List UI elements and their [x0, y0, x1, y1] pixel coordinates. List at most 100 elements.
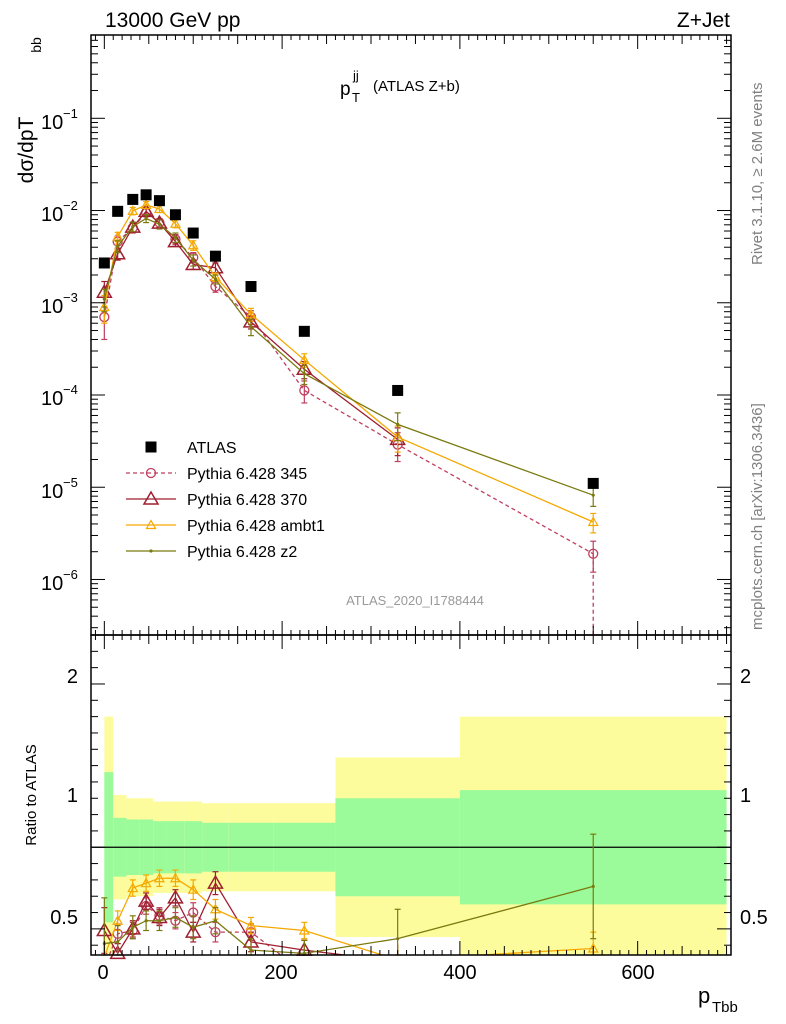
point-pythia-z2 [116, 244, 120, 248]
point-atlas [587, 477, 599, 489]
plot-title-sub: T [352, 90, 360, 105]
legend-marker-pythia-z2 [149, 549, 153, 553]
legend-label: Pythia 6.428 370 [187, 492, 307, 509]
point-pythia-z2 [302, 372, 306, 376]
rivet-version-text-group: Rivet 3.1.10, ≥ 2.6M events [749, 83, 766, 266]
point-atlas [98, 257, 110, 269]
legend-label: Pythia 6.428 ambt1 [187, 518, 325, 535]
xaxis-label-sub: Tbb [712, 999, 738, 1016]
ratio-point-pythia-z2 [249, 948, 253, 952]
legend-marker-pythia-ambt1 [145, 519, 157, 530]
ratio-point-pythia-ambt1 [127, 882, 139, 893]
ratio-line-pythia-345 [108, 905, 282, 955]
ratio-point-pythia-ambt1 [153, 872, 165, 883]
ratio-point-pythia-370 [207, 874, 224, 889]
point-atlas [112, 205, 124, 217]
legend-item: Pythia 6.428 370 [126, 490, 307, 509]
point-pythia-z2 [213, 277, 218, 281]
series-pythia-ambt1 [98, 199, 599, 534]
point-pythia-ambt1 [245, 308, 257, 319]
ratio-line-pythia-z2 [104, 885, 594, 955]
mcplots-text-group: mcplots.cern.ch [arXiv:1306.3436] [749, 403, 766, 630]
ytick-label-1e-6: 10 [41, 573, 63, 595]
axis-ticks [91, 34, 731, 955]
ratio-ytick-05-left: 0.5 [50, 907, 78, 929]
legend-item: Pythia 6.428 z2 [126, 544, 297, 561]
point-pythia-ambt1 [140, 199, 152, 210]
point-atlas [298, 325, 310, 337]
ratio-point-pythia-370 [109, 944, 126, 960]
series-pythia-345 [99, 207, 599, 635]
legend-label: ATLAS [187, 440, 237, 457]
ratio-ytick-2-right: 2 [740, 666, 751, 688]
point-pythia-ambt1 [587, 516, 599, 527]
point-pythia-ambt1 [187, 239, 199, 250]
legend-marker-pythia-345 [145, 467, 157, 479]
legend: ATLAS Pythia 6.428 345 Pythia 6.428 370 Pyt… [126, 440, 325, 561]
legend-item: Pythia 6.428 345 [126, 466, 307, 483]
ratio-point-pythia-z2 [302, 951, 306, 955]
ratio-point-pythia-ambt1 [112, 914, 124, 925]
ratio-point-pythia-z2 [144, 919, 148, 923]
xtick-label-400: 400 [443, 962, 476, 984]
point-pythia-z2 [396, 422, 400, 427]
ratio-point-pythia-z2 [116, 940, 120, 944]
xtick-labels: 0 200 400 600 [97, 962, 654, 984]
main-ylabel-sub: bb [28, 37, 44, 53]
point-atlas [392, 384, 404, 396]
ratio-ytick-labels-left: 2 1 0.5 [50, 666, 78, 929]
point-atlas [140, 189, 152, 201]
ratio-point-pythia-370 [137, 892, 155, 907]
point-atlas [153, 195, 165, 207]
rivet-version-text: Rivet 3.1.10, ≥ 2.6M events [749, 83, 766, 266]
ytick-exp-1e-6: −6 [63, 567, 78, 582]
main-ylabel: dσ/dpT [15, 117, 38, 184]
legend-item: ATLAS [145, 440, 237, 457]
ratio-point-pythia-370 [167, 889, 184, 904]
point-pythia-345 [299, 385, 310, 396]
ratio-point-pythia-ambt1 [169, 872, 181, 883]
ratio-ylabel: Ratio to ATLAS [23, 744, 40, 845]
plot-title: p jj T (ATLAS Z+b) [340, 68, 460, 105]
point-pythia-z2 [157, 222, 162, 226]
header-process-label: Z+Jet [677, 9, 730, 32]
ytick-label-1e-4: 10 [41, 388, 63, 410]
series-line-pythia-345 [103, 211, 594, 555]
point-pythia-z2 [591, 493, 595, 497]
point-atlas [187, 227, 199, 239]
ratio-point-pythia-z2 [213, 919, 218, 923]
ratio-panel-frame [90, 634, 732, 956]
series-line-pythia-z2 [103, 217, 594, 496]
ratio-point-pythia-z2 [396, 937, 400, 941]
ytick-label-1e-2: 10 [41, 204, 63, 226]
point-pythia-z2 [131, 224, 135, 229]
ytick-label-1e-3: 10 [41, 296, 63, 318]
ratio-ytick-1-left: 1 [67, 785, 78, 807]
ytick-label-1e-1: 10 [41, 112, 63, 134]
ratio-point-pythia-ambt1 [140, 877, 152, 888]
ratio-point-pythia-z2 [157, 919, 162, 923]
ratio-ytick-2-left: 2 [67, 666, 78, 688]
header-energy-label: 13000 GeV pp [105, 9, 240, 32]
ytick-exp-1e-2: −2 [63, 198, 78, 213]
point-atlas [169, 209, 181, 221]
plot-title-sup: jj [352, 68, 359, 83]
point-pythia-z2 [249, 325, 253, 329]
main-ylabel-subscript: bb [28, 37, 44, 53]
ratio-point-pythia-z2 [131, 925, 135, 929]
series-line-pythia-ambt1 [103, 204, 594, 523]
plot-title-tail: (ATLAS Z+b) [373, 78, 460, 95]
point-atlas [209, 250, 221, 262]
point-pythia-ambt1 [127, 205, 139, 216]
ratio-panel-content [91, 716, 731, 960]
legend-label: Pythia 6.428 z2 [187, 544, 297, 561]
point-pythia-370 [167, 233, 184, 248]
legend-marker-pythia-370 [142, 490, 160, 505]
xtick-label-0: 0 [97, 962, 108, 984]
ratio-line-pythia-ambt1 [104, 877, 594, 955]
ytick-exp-1e-1: −1 [63, 106, 78, 121]
main-ytick-labels: 10 −1 10 −2 10 −3 10 −4 10 −5 10 −6 [41, 106, 78, 595]
point-pythia-ambt1 [153, 203, 165, 214]
point-atlas [127, 193, 139, 205]
